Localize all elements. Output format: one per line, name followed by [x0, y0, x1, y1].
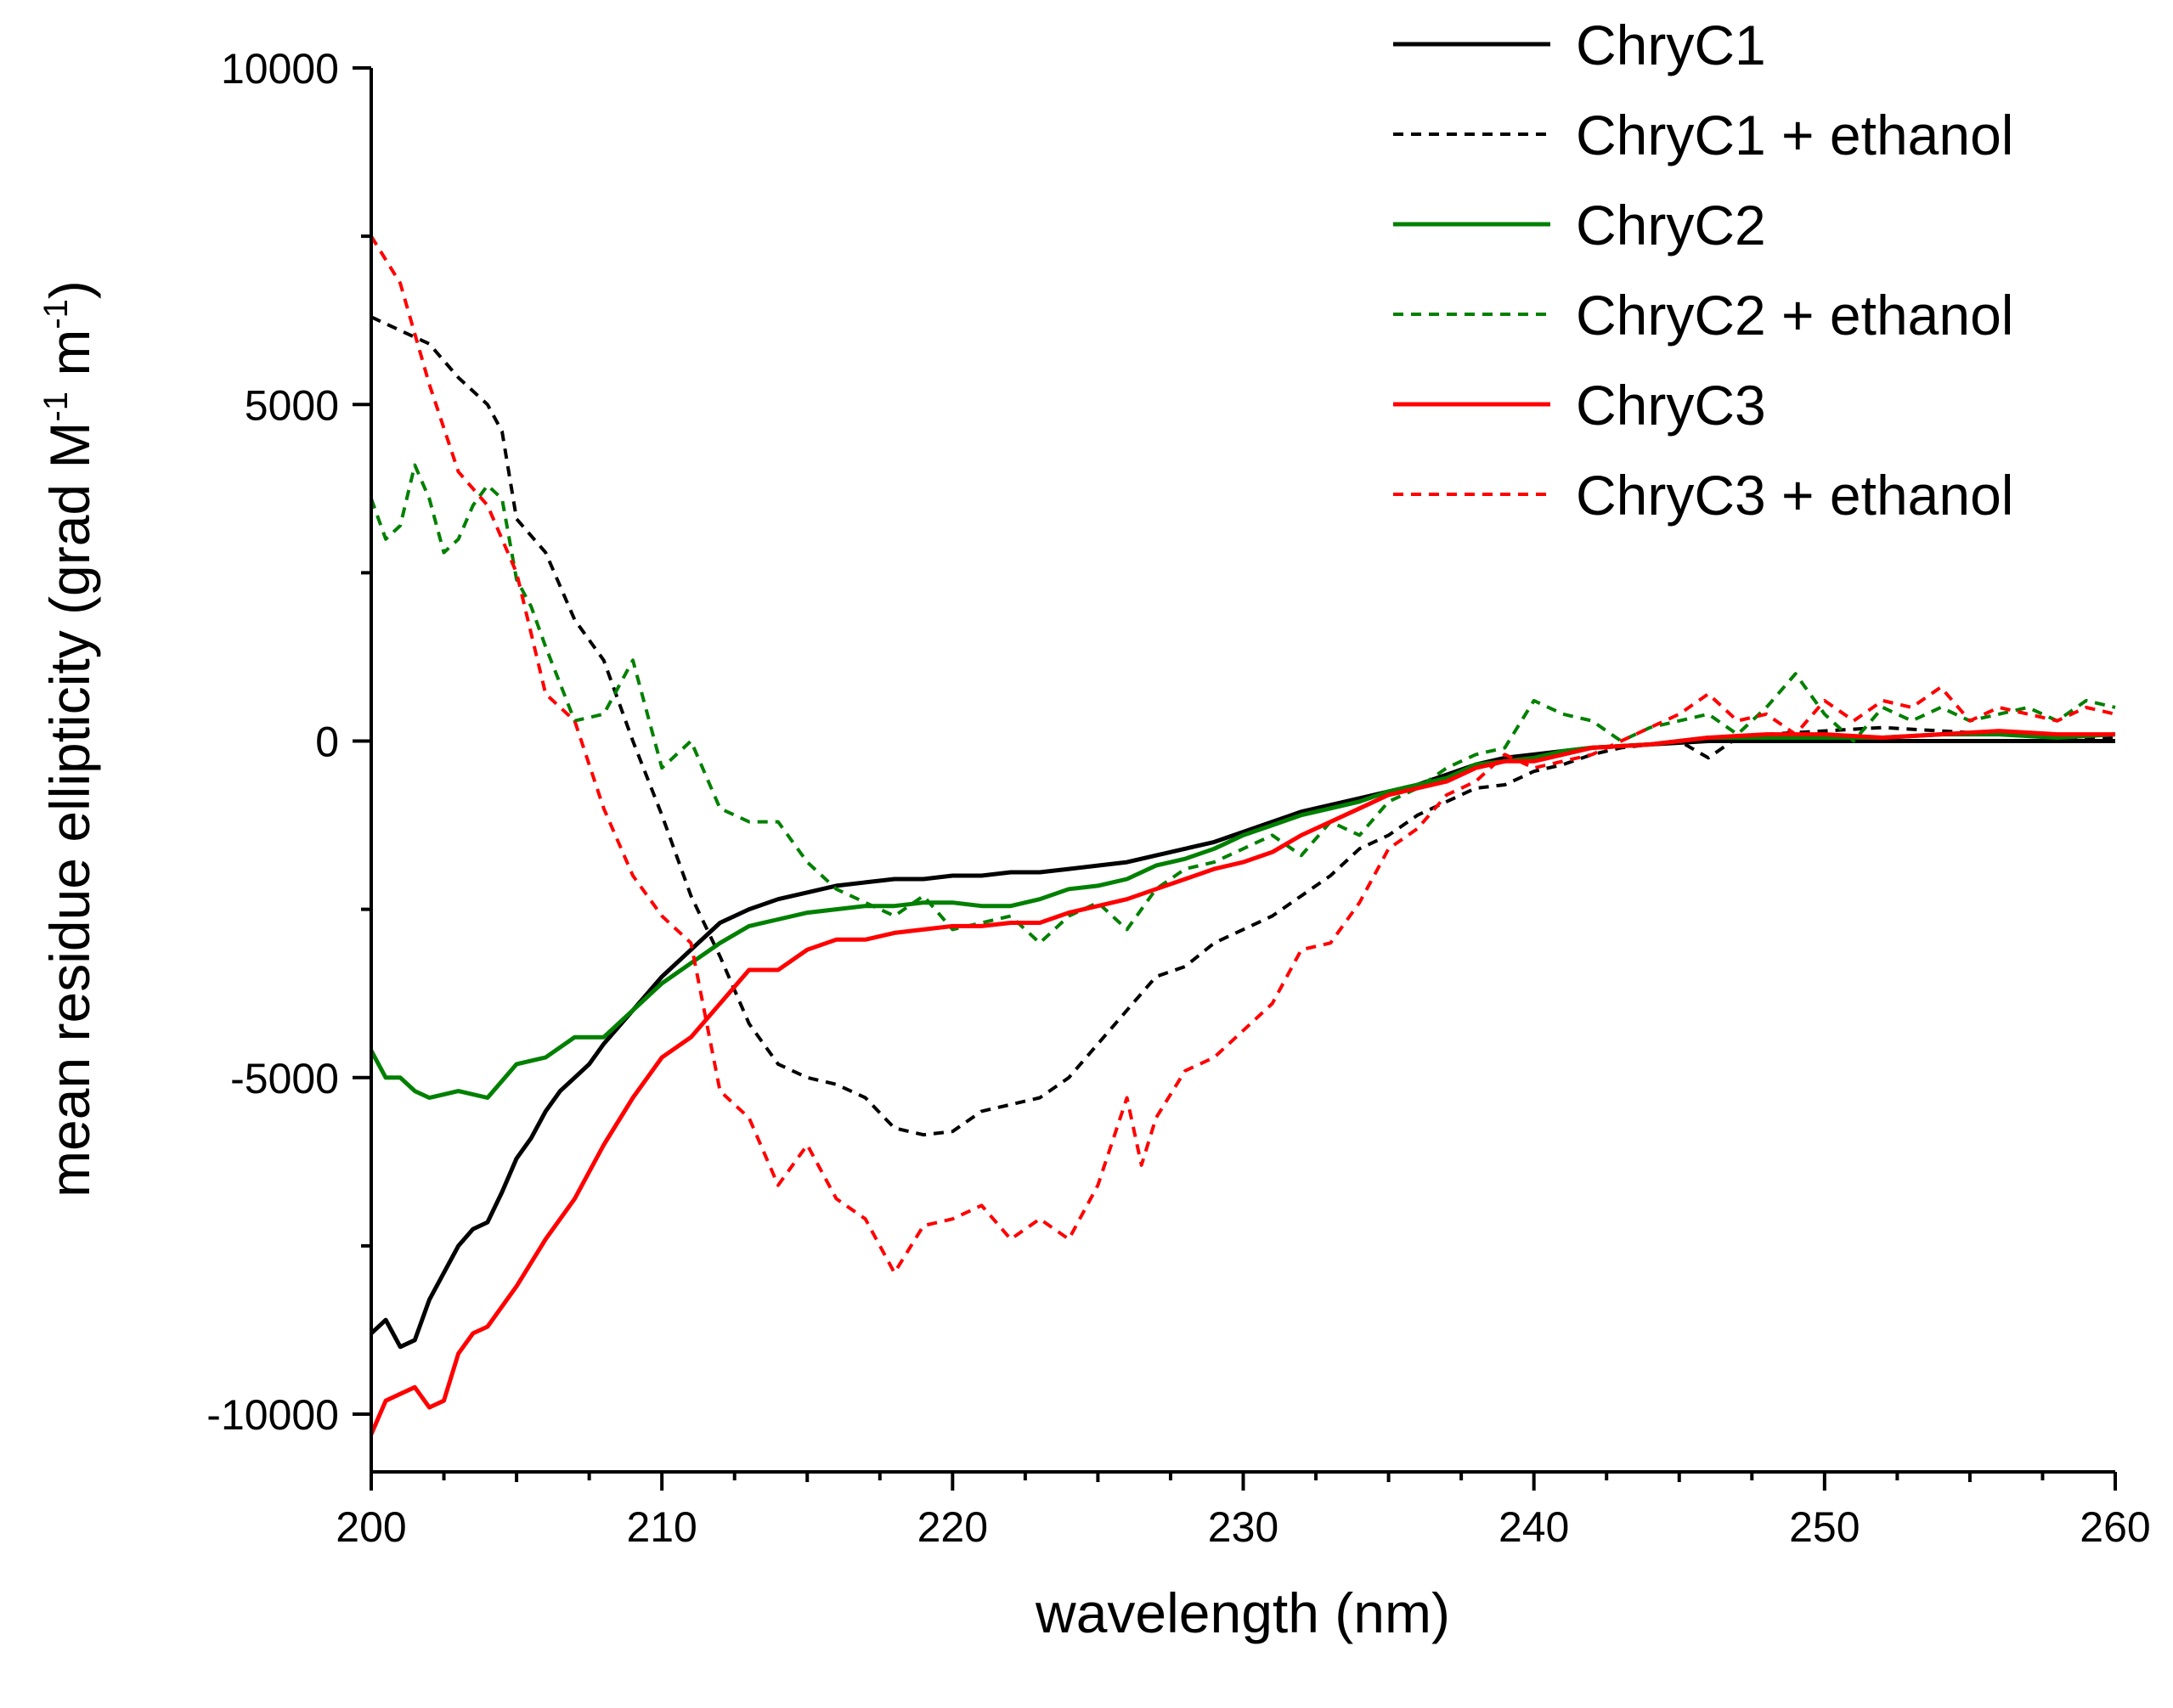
x-tick-label-230: 230	[1208, 1503, 1278, 1551]
y-axis-title: mean residue ellipticity (grad M-1 m-1)	[37, 280, 101, 1198]
legend-label-chryc2: ChryC2	[1576, 194, 1766, 256]
y-tick-label--10000: -10000	[206, 1391, 339, 1439]
tick-layer: 200 210 220 230 240 250 260 10000 5000 0 -5000 -100…	[206, 45, 2150, 1551]
legend-label-chryc2-ethanol: ChryC2 + ethanol	[1576, 284, 2013, 347]
x-tick-label-200: 200	[336, 1503, 406, 1551]
y-axis-title-sup-1: -1	[37, 392, 75, 422]
x-axis-title: wavelength (nm)	[1035, 1581, 1450, 1644]
series-layer	[369, 235, 2116, 1435]
legend: ChryC1 ChryC1 + ethanol ChryC2 ChryC2 + eth…	[1393, 14, 2013, 527]
series-line-chryc2-ethanol	[370, 463, 2116, 945]
series-line-chryc3	[369, 729, 2115, 1435]
y-axis-title-sup-2: -1	[37, 299, 75, 330]
x-tick-label-240: 240	[1499, 1503, 1569, 1551]
y-axis-title-main: mean residue ellipticity (grad M	[38, 422, 101, 1198]
y-tick-label-5000: 5000	[245, 381, 339, 429]
x-tick-label-220: 220	[917, 1503, 988, 1551]
y-axis-title-mid: m	[38, 330, 101, 392]
series-line-chryc3-ethanol	[370, 235, 2116, 1275]
y-axis-title-end: )	[38, 280, 101, 299]
legend-label-chryc1: ChryC1	[1576, 14, 1766, 76]
legend-label-chryc3-ethanol: ChryC3 + ethanol	[1576, 464, 2013, 527]
x-tick-label-260: 260	[2080, 1503, 2150, 1551]
y-tick-label-10000: 10000	[221, 45, 339, 93]
y-tick-label-0: 0	[315, 719, 339, 766]
legend-label-chryc1-ethanol: ChryC1 + ethanol	[1576, 104, 2013, 166]
y-tick-label--5000: -5000	[230, 1055, 339, 1102]
x-tick-label-250: 250	[1789, 1503, 1860, 1551]
x-tick-label-210: 210	[626, 1503, 697, 1551]
legend-label-chryc3: ChryC3	[1576, 374, 1766, 437]
